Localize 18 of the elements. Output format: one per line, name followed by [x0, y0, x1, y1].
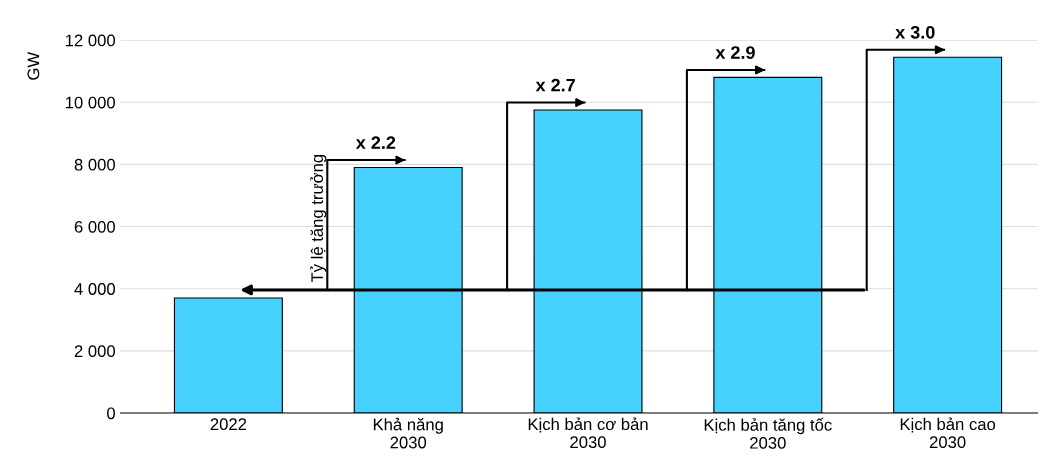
- annotation: x 2.2: [355, 136, 396, 149]
- y-tick-label: 0: [107, 407, 116, 420]
- y-tick-label: 8 000: [74, 158, 116, 171]
- x-tick-label: Khả năng 2030: [373, 417, 443, 449]
- annotation: x 2.7: [535, 78, 575, 92]
- annotation: x 2.9: [715, 46, 755, 59]
- text: x 3.0: [895, 25, 935, 39]
- y-tick-label: 6 000: [74, 220, 116, 233]
- y-tick-label: 2 000: [74, 345, 116, 358]
- y-tick-label: 12 000: [65, 34, 116, 47]
- y-tick-label: 4 000: [74, 283, 116, 295]
- y-axis-title: GW: [27, 51, 40, 80]
- x-tick-label: Kịch bản tăng tốc 2030: [704, 417, 832, 449]
- y-tick-label: 10 000: [65, 96, 116, 109]
- annotation: Tỷ lệ tăng trưởng: [310, 154, 327, 283]
- x-tick-label: 2022: [210, 418, 247, 431]
- x-tick-label: Kịch bản cơ bản 2030: [528, 417, 648, 449]
- x-tick-label: Kịch bản cao 2030: [900, 417, 996, 449]
